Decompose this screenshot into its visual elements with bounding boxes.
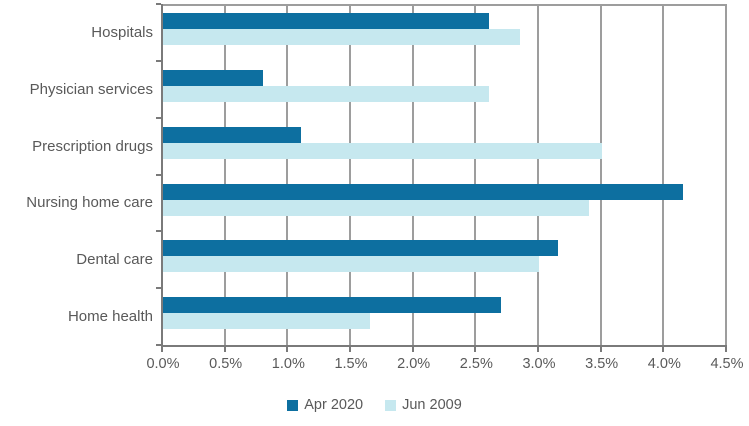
bar-jun-2009-physician-services [163, 85, 489, 102]
gridline [286, 4, 289, 345]
x-tick-label: 0.0% [146, 356, 180, 372]
x-tick-mark [223, 347, 226, 352]
y-tick-mark [156, 59, 161, 62]
category-label-prescription-drugs: Prescription drugs [32, 137, 153, 155]
bar-jun-2009-home-health [163, 313, 370, 330]
x-axis-line [161, 345, 727, 347]
legend: Apr 2020 Jun 2009 [0, 397, 749, 413]
x-tick-mark [599, 347, 602, 352]
x-tick-mark [161, 347, 163, 352]
x-tick-mark [662, 347, 665, 352]
y-tick-mark [156, 230, 161, 233]
y-tick-mark [156, 344, 161, 346]
plot-top-border [163, 4, 727, 6]
legend-item-jun-2009: Jun 2009 [385, 397, 462, 413]
bar-apr-2020-physician-services [163, 69, 264, 86]
y-axis-line [161, 4, 163, 347]
bar-apr-2020-hospitals [163, 13, 489, 29]
gridline [537, 4, 539, 345]
gridline [349, 4, 351, 345]
x-tick-label: 4.5% [710, 356, 744, 372]
x-tick-label: 3.5% [585, 356, 619, 372]
x-tick-label: 2.0% [397, 356, 431, 372]
gridline [474, 4, 477, 345]
bar-apr-2020-nursing-home-care [163, 183, 684, 200]
x-tick-mark [411, 347, 414, 352]
category-label-nursing-home-care: Nursing home care [26, 194, 153, 212]
gridline [599, 4, 602, 345]
bar-apr-2020-dental-care [163, 240, 558, 257]
category-label-hospitals: Hospitals [91, 23, 153, 41]
y-tick-mark [156, 3, 161, 5]
y-tick-mark [156, 287, 161, 290]
legend-swatch-apr-2020 [287, 399, 299, 411]
x-tick-mark [537, 347, 539, 352]
bar-jun-2009-nursing-home-care [163, 199, 590, 216]
bar-jun-2009-dental-care [163, 256, 539, 273]
x-tick-label: 1.0% [271, 356, 305, 372]
category-label-home-health: Home health [67, 308, 153, 326]
x-tick-mark [286, 347, 289, 352]
gridline [411, 4, 414, 345]
x-tick-mark [725, 347, 727, 352]
gridline [223, 4, 226, 345]
x-tick-mark [349, 347, 351, 352]
y-tick-mark [156, 173, 161, 176]
legend-swatch-jun-2009 [385, 399, 397, 411]
legend-item-apr-2020: Apr 2020 [287, 397, 363, 413]
x-tick-label: 4.0% [647, 356, 681, 372]
legend-label-apr-2020: Apr 2020 [304, 397, 364, 413]
gridline [725, 4, 727, 345]
x-tick-label: 2.5% [459, 356, 493, 372]
bar-apr-2020-home-health [163, 297, 502, 314]
bar-jun-2009-hospitals [163, 29, 521, 45]
x-tick-label: 3.0% [522, 356, 556, 372]
y-tick-mark [156, 116, 161, 119]
gridline [662, 4, 665, 345]
x-tick-label: 1.5% [334, 356, 368, 372]
x-tick-label: 0.5% [209, 356, 243, 372]
bar-apr-2020-prescription-drugs [163, 126, 301, 143]
category-label-dental-care: Dental care [76, 251, 153, 269]
x-tick-mark [474, 347, 477, 352]
legend-label-jun-2009: Jun 2009 [402, 397, 462, 413]
category-label-physician-services: Physician services [29, 80, 153, 98]
bar-jun-2009-prescription-drugs [163, 142, 602, 159]
